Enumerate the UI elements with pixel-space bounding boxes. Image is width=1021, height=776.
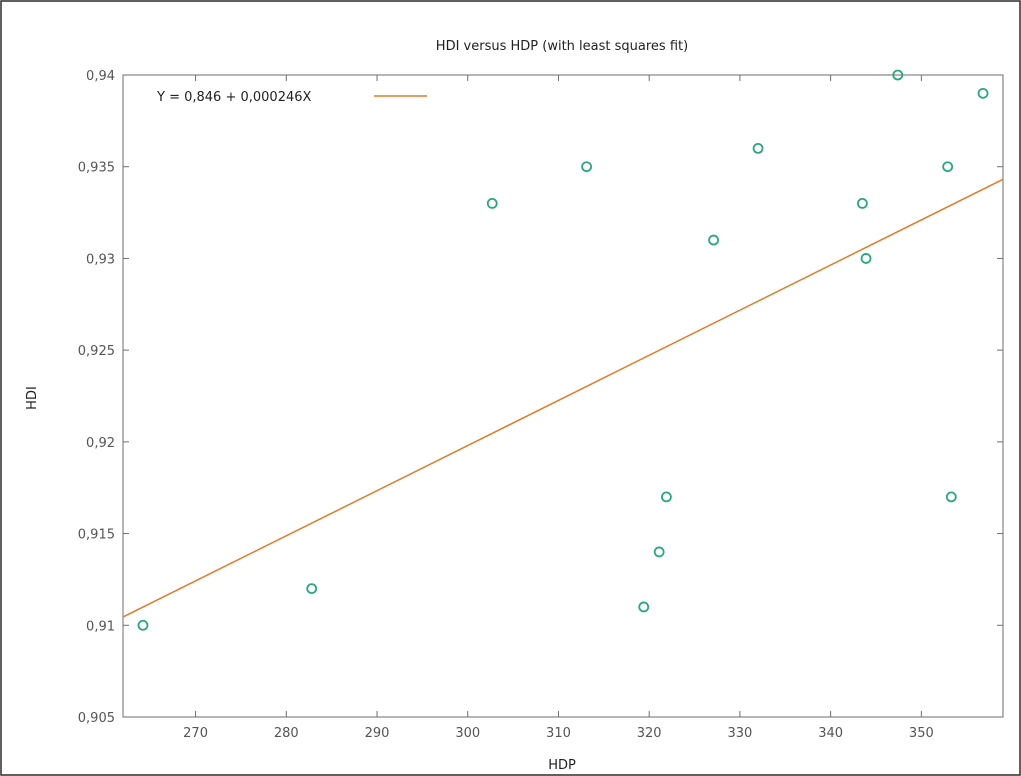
x-tick-label: 270 <box>183 726 208 741</box>
y-tick-label: 0,905 <box>78 711 115 726</box>
y-tick-label: 0,94 <box>86 69 115 84</box>
plot-area <box>122 74 1004 718</box>
y-tick-label: 0,91 <box>86 619 115 634</box>
x-tick-label: 280 <box>274 726 299 741</box>
data-point <box>945 491 957 503</box>
data-point <box>856 197 868 209</box>
y-axis-ticks: 0,905 0,91 0,915 0,92 0,925 0,93 0,935 0,94 <box>78 69 1003 726</box>
y-tick-label: 0,92 <box>86 436 115 451</box>
data-point <box>661 491 672 503</box>
data-point <box>653 546 665 558</box>
data-point <box>708 234 719 246</box>
data-point <box>860 253 872 264</box>
data-point <box>942 161 954 173</box>
x-tick-label: 300 <box>455 726 480 741</box>
data-point <box>638 601 650 613</box>
data-point <box>892 69 904 81</box>
x-tick-label: 310 <box>546 726 571 741</box>
x-tick-label: 330 <box>727 726 752 741</box>
data-point <box>137 619 149 631</box>
legend: Y = 0,846 + 0,000246X <box>156 90 427 105</box>
data-points <box>137 69 989 631</box>
x-tick-label: 350 <box>909 726 934 741</box>
y-tick-label: 0,93 <box>86 252 115 267</box>
chart-title: HDI versus HDP (with least squares fit) <box>436 39 688 54</box>
fit-line-layer <box>122 178 1004 618</box>
data-point <box>581 161 592 173</box>
data-point <box>486 197 498 209</box>
data-point <box>752 142 764 154</box>
x-axis-title: HDP <box>548 758 576 773</box>
y-tick-label: 0,915 <box>78 528 115 543</box>
x-tick-label: 320 <box>637 726 662 741</box>
y-axis-title: HDI <box>25 386 40 410</box>
x-tick-label: 340 <box>818 726 843 741</box>
y-tick-label: 0,925 <box>78 344 115 359</box>
data-point <box>977 87 989 99</box>
legend-label: Y = 0,846 + 0,000246X <box>156 90 312 105</box>
x-tick-label: 290 <box>365 726 390 741</box>
x-axis-ticks: 270 280 290 300 310 320 330 340 350 <box>183 75 934 741</box>
least-squares-fit-line <box>122 178 1004 618</box>
y-tick-label: 0,935 <box>78 161 115 176</box>
data-point <box>306 583 318 594</box>
